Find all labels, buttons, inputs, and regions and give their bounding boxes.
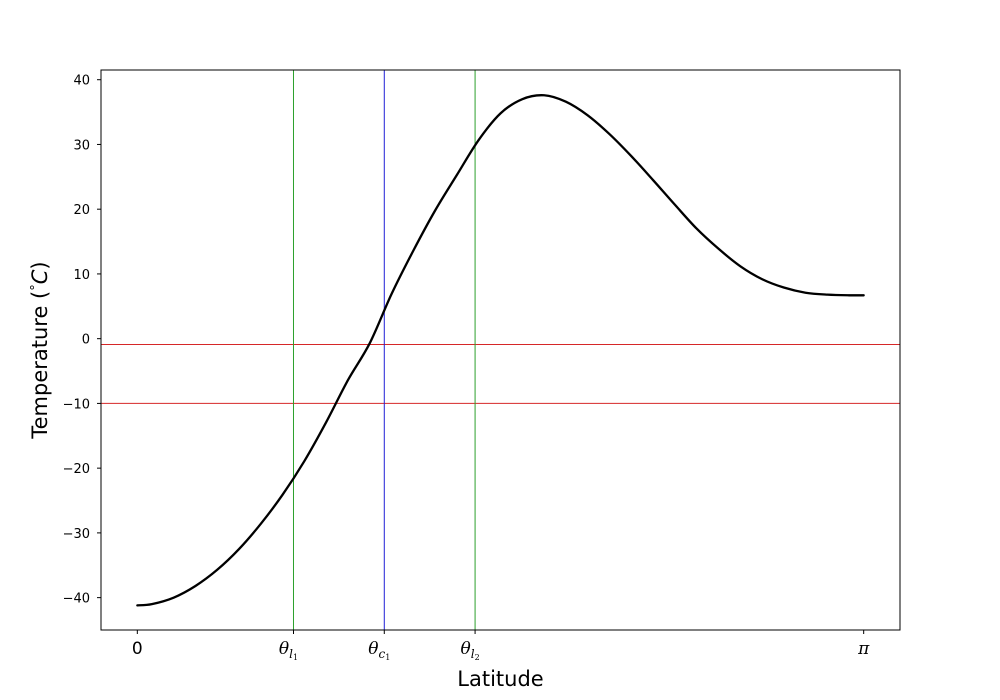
y-tick-label: 30 xyxy=(73,138,90,153)
x-tick-label-text: π xyxy=(857,639,870,659)
y-tick-label: 20 xyxy=(73,203,90,218)
x-tick-label-base: θ xyxy=(279,639,289,659)
y-tick-label: −10 xyxy=(63,397,90,412)
x-tick-label-subscript: l xyxy=(289,647,293,661)
y-tick-label: 0 xyxy=(82,333,90,348)
x-tick-label-subscript: l xyxy=(471,647,475,661)
y-tick-label: 40 xyxy=(73,74,90,89)
x-tick-label: π xyxy=(857,639,870,659)
x-tick-label-subscript: c xyxy=(378,647,385,661)
y-axis-title-text: Temperature ( xyxy=(28,291,52,440)
x-tick-label-subsubscript: 2 xyxy=(475,653,480,662)
y-axis: −40 −30 −20 −10 0 10 20 30 40 xyxy=(63,74,101,607)
y-tick-label: 10 xyxy=(73,268,90,283)
x-tick-label-base: θ xyxy=(460,639,470,659)
y-axis-title-degree: ° xyxy=(29,284,44,291)
x-tick-label: θc1 xyxy=(368,639,390,662)
x-tick-label: θl1 xyxy=(279,639,298,662)
x-tick-label-text: θc1 xyxy=(368,639,390,662)
plot-area xyxy=(100,69,901,631)
x-axis-title: Latitude xyxy=(457,667,543,691)
axes-frame xyxy=(100,69,901,631)
y-tick-label: −30 xyxy=(63,527,90,542)
x-tick-label-text: 0 xyxy=(132,639,143,659)
x-tick-label-subsubscript: 1 xyxy=(293,653,298,662)
temperature-curve xyxy=(136,94,865,607)
x-tick-label-subsubscript: 1 xyxy=(385,653,390,662)
plot-content xyxy=(101,70,900,630)
y-axis-title-unit: C xyxy=(28,269,52,284)
x-tick-label-base: θ xyxy=(368,639,378,659)
x-tick-label-text: θl1 xyxy=(279,639,298,662)
x-axis: 0 θl1 θc1 θl2 π xyxy=(132,630,870,662)
y-axis-title: Temperature (°C) xyxy=(28,261,52,439)
x-tick-label-text: θl2 xyxy=(460,639,479,662)
x-tick-label: 0 xyxy=(132,639,143,659)
y-tick-label: −20 xyxy=(63,462,90,477)
y-axis-title-close: ) xyxy=(28,261,52,269)
x-tick-label: θl2 xyxy=(460,639,479,662)
y-tick-label: −40 xyxy=(63,592,90,607)
